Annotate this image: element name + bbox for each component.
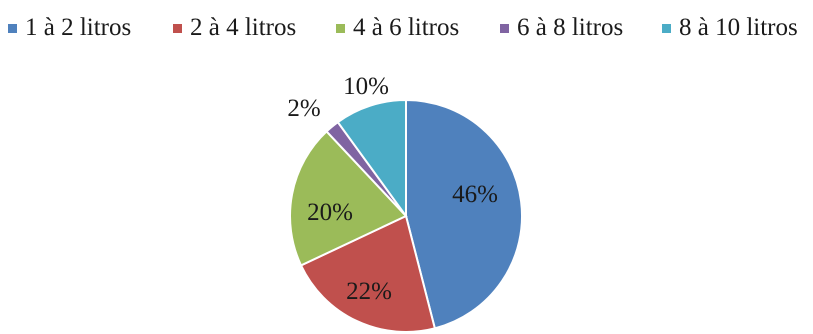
slice-label-6-8-litros: 2%	[287, 95, 320, 122]
legend-item-8-10-litros: 8 à 10 litros	[662, 12, 798, 44]
legend-label-4-6-litros: 4 à 6 litros	[353, 14, 460, 41]
legend-label-8-10-litros: 8 à 10 litros	[679, 14, 798, 41]
slice-label-1-2-litros: 46%	[452, 181, 498, 208]
slice-2--4-litros	[299, 214, 437, 333]
slice-4--6-litros	[289, 130, 408, 267]
slice-labels: 46% 22% 20% 2% 10%	[287, 73, 498, 305]
legend-swatch-6-8-litros	[500, 23, 509, 33]
slice-8--10-litros	[336, 98, 407, 220]
chart-legend: 1 à 2 litros 2 à 4 litros 4 à 6 litros 6…	[0, 12, 813, 44]
legend-swatch-8-10-litros	[662, 23, 671, 33]
legend-item-2-4-litros: 2 à 4 litros	[173, 12, 296, 44]
legend-label-6-8-litros: 6 à 8 litros	[517, 14, 624, 41]
slice-label-8-10-litros: 10%	[343, 73, 389, 100]
slice-label-4-6-litros: 20%	[307, 199, 353, 226]
slice-label-2-4-litros: 22%	[346, 278, 392, 305]
legend-label-1-2-litros: 1 à 2 litros	[25, 14, 132, 41]
legend-swatch-2-4-litros	[173, 23, 182, 33]
slice-1--2-litros	[405, 98, 523, 330]
legend-swatch-1-2-litros	[8, 23, 17, 33]
pie-slices	[289, 98, 523, 333]
legend-item-6-8-litros: 6 à 8 litros	[500, 12, 623, 44]
legend-item-4-6-litros: 4 à 6 litros	[336, 12, 459, 44]
legend-label-2-4-litros: 2 à 4 litros	[190, 14, 297, 41]
legend-item-1-2-litros: 1 à 2 litros	[8, 12, 131, 44]
legend-swatch-4-6-litros	[336, 23, 345, 33]
